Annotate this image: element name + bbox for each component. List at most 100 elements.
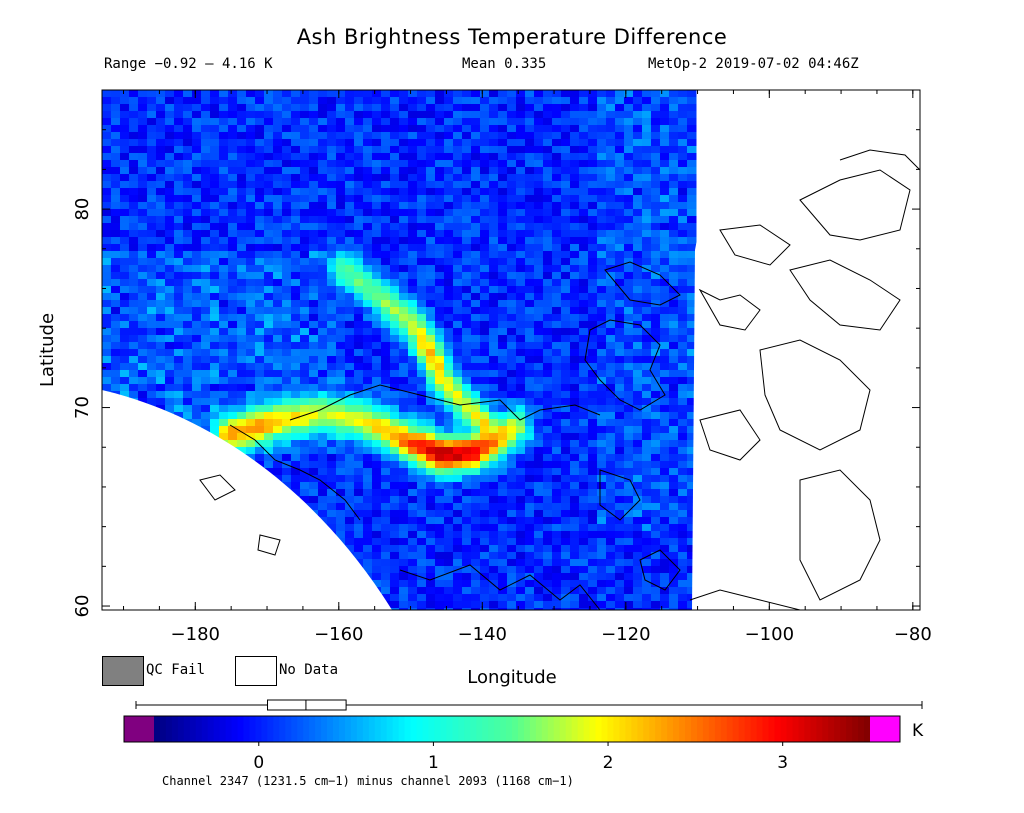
heatmap-cell xyxy=(273,90,283,98)
heatmap-cell xyxy=(147,335,157,343)
heatmap-cell xyxy=(642,167,652,175)
heatmap-cell xyxy=(444,552,454,560)
heatmap-cell xyxy=(300,118,310,126)
heatmap-cell xyxy=(471,111,481,119)
heatmap-cell xyxy=(507,321,517,329)
heatmap-cell xyxy=(417,454,427,462)
heatmap-cell xyxy=(444,587,454,595)
heatmap-cell xyxy=(669,559,679,567)
heatmap-cell xyxy=(336,181,346,189)
heatmap-cell xyxy=(687,573,697,581)
heatmap-cell xyxy=(462,510,472,518)
heatmap-cell xyxy=(417,349,427,357)
heatmap-cell xyxy=(102,104,112,112)
heatmap-cell xyxy=(624,552,634,560)
heatmap-cell xyxy=(534,573,544,581)
heatmap-cell xyxy=(408,405,418,413)
heatmap-cell xyxy=(507,293,517,301)
heatmap-cell xyxy=(498,181,508,189)
heatmap-cell xyxy=(435,195,445,203)
heatmap-cell xyxy=(228,167,238,175)
heatmap-cell xyxy=(111,104,121,112)
heatmap-cell xyxy=(660,174,670,182)
heatmap-cell xyxy=(525,468,535,476)
heatmap-cell xyxy=(372,517,382,525)
heatmap-cell xyxy=(597,328,607,336)
heatmap-cell xyxy=(390,265,400,273)
heatmap-cell xyxy=(606,293,616,301)
heatmap-cell xyxy=(435,356,445,364)
heatmap-cell xyxy=(480,524,490,532)
heatmap-cell xyxy=(498,125,508,133)
heatmap-cell xyxy=(363,482,373,490)
heatmap-cell xyxy=(327,482,337,490)
heatmap-cell xyxy=(408,559,418,567)
heatmap-cell xyxy=(408,300,418,308)
heatmap-cell xyxy=(309,433,319,441)
heatmap-cell xyxy=(507,300,517,308)
heatmap-cell xyxy=(165,118,175,126)
heatmap-cell xyxy=(273,188,283,196)
heatmap-cell xyxy=(579,356,589,364)
heatmap-cell xyxy=(120,146,130,154)
heatmap-cell xyxy=(687,608,697,610)
heatmap-cell xyxy=(174,146,184,154)
heatmap-cell xyxy=(534,314,544,322)
heatmap-cell xyxy=(552,538,562,546)
heatmap-cell xyxy=(354,370,364,378)
heatmap-cell xyxy=(147,97,157,105)
heatmap-cell xyxy=(525,573,535,581)
heatmap-cell xyxy=(471,559,481,567)
heatmap-cell xyxy=(480,552,490,560)
heatmap-cell xyxy=(210,223,220,231)
heatmap-cell xyxy=(525,237,535,245)
heatmap-cell xyxy=(336,153,346,161)
heatmap-cell xyxy=(111,118,121,126)
heatmap-cell xyxy=(210,195,220,203)
heatmap-cell xyxy=(129,342,139,350)
heatmap-cell xyxy=(642,335,652,343)
heatmap-cell xyxy=(363,538,373,546)
heatmap-cell xyxy=(579,139,589,147)
heatmap-cell xyxy=(345,342,355,350)
heatmap-cell xyxy=(606,559,616,567)
heatmap-cell xyxy=(138,265,148,273)
heatmap-cell xyxy=(453,335,463,343)
heatmap-cell xyxy=(507,454,517,462)
heatmap-cell xyxy=(516,195,526,203)
heatmap-cell xyxy=(282,230,292,238)
heatmap-cell xyxy=(507,559,517,567)
heatmap-cell xyxy=(507,97,517,105)
heatmap-cell xyxy=(210,265,220,273)
heatmap-cell xyxy=(606,377,616,385)
heatmap-cell xyxy=(570,468,580,476)
heatmap-cell xyxy=(669,538,679,546)
heatmap-cell xyxy=(120,321,130,329)
heatmap-cell xyxy=(435,377,445,385)
heatmap-cell xyxy=(588,195,598,203)
heatmap-cell xyxy=(417,580,427,588)
heatmap-cell xyxy=(426,97,436,105)
heatmap-cell xyxy=(552,356,562,364)
heatmap-cell xyxy=(687,307,697,315)
heatmap-cell xyxy=(651,237,661,245)
heatmap-cell xyxy=(525,531,535,539)
heatmap-cell xyxy=(507,370,517,378)
heatmap-cell xyxy=(165,111,175,119)
heatmap-cell xyxy=(552,468,562,476)
heatmap-cell xyxy=(426,118,436,126)
heatmap-cell xyxy=(219,202,229,210)
heatmap-cell xyxy=(264,153,274,161)
heatmap-cell xyxy=(381,272,391,280)
heatmap-cell xyxy=(363,188,373,196)
heatmap-cell xyxy=(273,454,283,462)
heatmap-cell xyxy=(336,300,346,308)
heatmap-cell xyxy=(687,447,697,455)
heatmap-cell xyxy=(354,524,364,532)
heatmap-cell xyxy=(372,552,382,560)
heatmap-cell xyxy=(426,412,436,420)
heatmap-cell xyxy=(237,202,247,210)
heatmap-cell xyxy=(102,195,112,203)
heatmap-cell xyxy=(327,104,337,112)
heatmap-cell xyxy=(498,195,508,203)
